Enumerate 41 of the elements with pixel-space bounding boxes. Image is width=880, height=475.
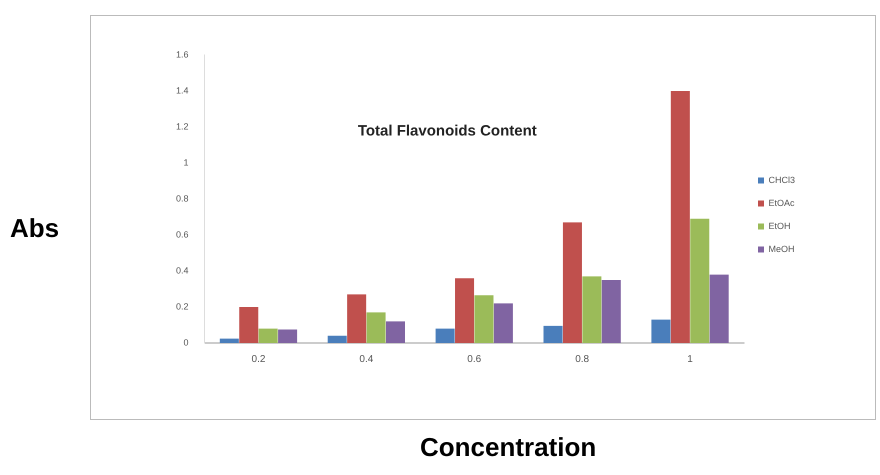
bar: [710, 274, 729, 343]
bar: [328, 336, 347, 343]
x-tick-label: 0.4: [359, 354, 374, 365]
bar: [258, 328, 278, 343]
bar: [670, 91, 690, 343]
bar: [582, 276, 602, 343]
bar: [690, 218, 710, 343]
bar: [474, 295, 494, 343]
y-tick-label: 0.6: [176, 229, 189, 240]
y-tick-label: 0: [183, 337, 189, 348]
bar: [602, 280, 621, 343]
bar: [544, 326, 563, 343]
y-tick-label: 0.2: [176, 301, 189, 312]
x-tick-label: 0.6: [467, 354, 482, 365]
legend-label: MeOH: [768, 244, 795, 254]
text: Total Flavonoids Content: [358, 122, 537, 140]
x-axis-title: Concentration: [420, 432, 596, 463]
bar: [436, 328, 455, 343]
x-tick-label: 1: [687, 354, 694, 365]
y-tick-label: 0.8: [176, 193, 189, 204]
y-tick-label: 0.4: [176, 265, 189, 276]
bar: [386, 321, 406, 343]
bar: [366, 312, 386, 343]
bar: [278, 330, 298, 343]
bar: [239, 307, 258, 343]
legend-label: CHCl3: [768, 174, 796, 185]
y-axis-title: Abs: [10, 213, 60, 244]
y-tick-label: 1.4: [176, 85, 189, 96]
x-tick-label: 0.2: [252, 354, 266, 365]
x-tick-label: 0.8: [575, 354, 590, 365]
legend-label: EtOH: [768, 220, 791, 231]
bar: [562, 222, 582, 343]
bar: [455, 278, 474, 343]
bar: [220, 338, 239, 343]
y-tick-label: 1.6: [176, 49, 189, 60]
bar: [347, 294, 366, 343]
y-tick-label: 1.2: [176, 121, 189, 132]
bar: [494, 303, 513, 343]
legend-label: EtOAc: [768, 198, 796, 208]
bar: [651, 320, 670, 343]
y-tick-label: 1: [183, 157, 189, 168]
